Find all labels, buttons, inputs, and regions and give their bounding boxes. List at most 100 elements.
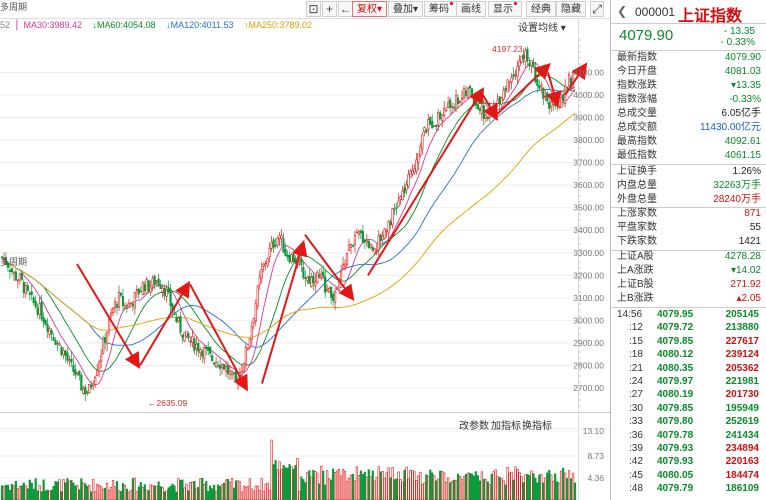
volume-bar (452, 479, 456, 500)
tick-row: :12 4079.72 213880 (611, 321, 766, 334)
volume-bar (474, 471, 477, 500)
candle-body (40, 301, 43, 320)
candle-body (322, 271, 325, 277)
candle-body (425, 129, 428, 133)
settings-ma-button[interactable]: 设置均线 ▾ (518, 23, 566, 34)
volume-bar (514, 466, 517, 500)
volume-bar (385, 472, 388, 500)
candle-body (363, 239, 366, 243)
volume-bar (2, 485, 6, 500)
candle-body (518, 60, 521, 67)
stat-value: 32263万手 (713, 180, 761, 191)
volume-bar (98, 484, 101, 500)
back-arrow-icon[interactable]: ❮ (617, 4, 628, 18)
tick-volume: 205362 (725, 362, 759, 374)
candle-body (145, 279, 148, 294)
candle-body (185, 330, 188, 337)
volume-bar (573, 482, 577, 500)
candle-body (48, 328, 51, 335)
candle-body (435, 124, 438, 127)
volume-bar (151, 485, 154, 500)
volume-bar (20, 485, 23, 500)
diejia-button[interactable]: 叠加▾ (388, 1, 424, 17)
candle-body (264, 262, 267, 265)
candle-body (562, 94, 565, 102)
xianshi-button[interactable]: 显示 (488, 1, 522, 17)
volume-bar (411, 470, 414, 500)
indicator-switch-button[interactable]: 换指标 (522, 421, 552, 432)
tick-price: 4079.79 (657, 483, 694, 495)
volume-bar (266, 482, 269, 500)
candle-body (66, 352, 69, 361)
volume-bar (282, 465, 285, 500)
period-label-2[interactable]: 多周期 (0, 257, 28, 267)
candle-body (512, 74, 515, 78)
candle-body (90, 384, 93, 388)
candle-body (96, 370, 99, 377)
stat-value: -0.33% (729, 94, 761, 105)
volume-bar (486, 481, 489, 500)
tick-volume: 201730 (725, 389, 759, 401)
volume-bar (171, 483, 174, 500)
volume-bar (286, 467, 289, 500)
fuquan-button[interactable]: 复权▾ (352, 1, 388, 17)
huaxian-button[interactable]: 画线 (456, 1, 486, 17)
expand-icon[interactable]: ⤢ (590, 1, 604, 17)
volume-bar (203, 483, 206, 500)
candle-body (328, 287, 331, 293)
candle-body (447, 102, 450, 109)
volume-bar (10, 483, 14, 500)
volume-bar (238, 481, 242, 500)
volume-bar (466, 472, 470, 500)
candle-body (252, 318, 255, 324)
volume-bar (50, 489, 53, 500)
candle-body (359, 230, 362, 234)
indicator-params-button[interactable]: 改参数 (459, 421, 489, 432)
jingdian-button[interactable]: 经典 (526, 1, 556, 17)
vol-tick-label: 4.36 (587, 473, 604, 483)
volume-bar (435, 480, 438, 500)
tick-time: :21 (629, 362, 643, 374)
candle-body (304, 277, 307, 279)
volume-bar (552, 480, 555, 500)
volume-bar (468, 472, 472, 500)
volume-bar (115, 481, 119, 500)
volume-bar (290, 466, 293, 500)
volume-bar (395, 478, 398, 500)
chouma-button[interactable]: 筹码 (424, 1, 458, 17)
candle-body (159, 285, 162, 289)
period-label[interactable]: 多周期 (0, 2, 28, 12)
candle-body (183, 332, 186, 342)
stat-value: 4081.03 (724, 66, 761, 77)
arrow-left-icon[interactable]: ← (338, 1, 353, 17)
stat-value: 4092.61 (724, 136, 761, 147)
candle-body (403, 187, 406, 194)
lock-icon[interactable]: ⊡ (306, 1, 321, 17)
volume-bar (383, 477, 386, 500)
tick-row: :45 4080.05 184474 (611, 469, 766, 482)
kline-chart[interactable]: 4100.00 4000.00 3900.00 3800.00 3700.00 3600.… (0, 0, 610, 500)
volume-bar (66, 478, 69, 500)
volume-bar (567, 470, 571, 500)
volume-bar (34, 478, 37, 500)
stat-row: 总成交额 11430.00亿元 (611, 121, 766, 135)
volume-bar (62, 479, 65, 500)
volume-bar (105, 483, 109, 500)
candle-body (310, 277, 313, 287)
stat-row: 今日开盘 4081.03 (611, 65, 766, 79)
indicator-add-button[interactable]: 加指标 (491, 421, 521, 432)
candle-body (441, 114, 444, 122)
stat-label: 总成交额 (617, 122, 657, 133)
candle-body (460, 97, 464, 100)
candle-body (433, 125, 436, 127)
yincang-button[interactable]: 隐藏 (556, 1, 586, 17)
volume-bar (357, 474, 360, 500)
volume-bar (280, 469, 283, 500)
crosshair-icon[interactable]: + (322, 1, 337, 17)
candle-body (169, 289, 172, 307)
volume-bar (234, 480, 238, 500)
volume-bar (145, 489, 148, 500)
volume-bar (534, 477, 537, 500)
stat-label: 最低指数 (617, 150, 657, 161)
volume-bar (341, 469, 345, 500)
